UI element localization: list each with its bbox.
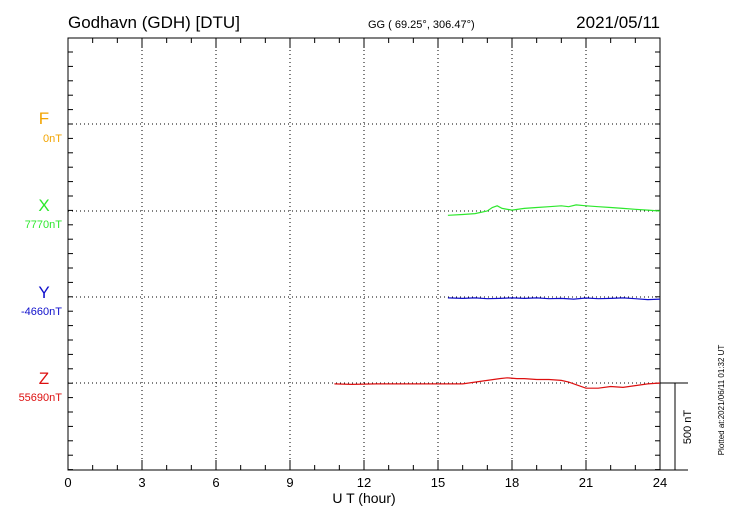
scale-bar-label: 500 nT: [682, 410, 694, 445]
series-label-Y: Y: [38, 283, 49, 302]
baseline-label-X: 7770nT: [25, 219, 63, 231]
x-tick-label: 12: [357, 475, 371, 490]
baseline-label-Z: 55690nT: [19, 392, 63, 404]
x-tick-label: 6: [212, 475, 219, 490]
x-tick-label: 21: [579, 475, 593, 490]
station-title: Godhavn (GDH) [DTU]: [68, 13, 240, 32]
series-line-Y: [447, 297, 661, 301]
baseline-label-Y: -4660nT: [21, 306, 62, 318]
series-layer: [334, 204, 661, 389]
x-tick-labels: 0 3 6 9 12 15 18 21 24: [64, 475, 667, 490]
plotted-at-note: Plotted at:2021/06/11 01:32 UT: [717, 345, 726, 456]
x-tick-label: 3: [138, 475, 145, 490]
series-label-Z: Z: [39, 369, 49, 388]
grid-lines: [68, 38, 660, 470]
x-tick-label: 9: [286, 475, 293, 490]
x-tick-label: 15: [431, 475, 445, 490]
x-tick-label: 24: [653, 475, 667, 490]
date-label: 2021/05/11: [576, 13, 660, 32]
series-label-X: X: [38, 196, 49, 215]
x-tick-label: 0: [64, 475, 71, 490]
x-axis-label: U T (hour): [332, 490, 395, 506]
series-line-Z: [334, 377, 661, 389]
series-label-F: F: [39, 109, 49, 128]
series-line-X: [447, 204, 661, 216]
x-tick-label: 18: [505, 475, 519, 490]
coordinates-label: GG ( 69.25°, 306.47°): [368, 19, 475, 31]
baseline-label-F: 0nT: [43, 133, 62, 145]
axis-ticks: [67, 38, 661, 471]
